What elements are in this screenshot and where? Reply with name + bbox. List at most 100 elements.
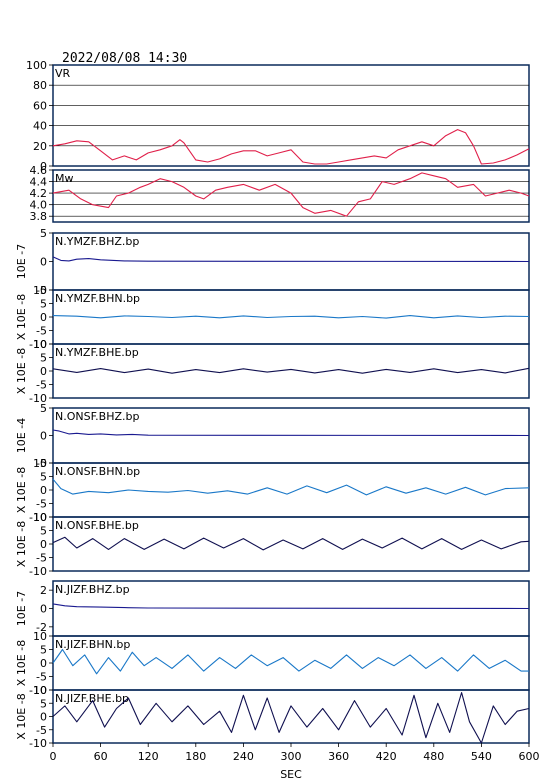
y-tick-label: -10	[29, 392, 47, 405]
x-axis-label: SEC	[280, 768, 302, 781]
y-tick-label: 2	[40, 584, 47, 597]
y-tick-label: 5	[40, 697, 47, 710]
y-tick-label: 0	[40, 160, 47, 173]
y-tick-label: -5	[36, 325, 47, 338]
x-tick-label: 0	[50, 750, 57, 763]
y-tick-label: 0	[40, 256, 47, 269]
panel-scale-label: X 10E -8	[15, 348, 28, 394]
x-tick-label: 240	[233, 750, 254, 763]
y-tick-label: 10	[33, 457, 47, 470]
y-tick-label: 4.2	[30, 187, 48, 200]
y-tick-label: 4.6	[30, 164, 48, 177]
y-tick-label: 0	[40, 311, 47, 324]
trace-line	[52, 692, 530, 744]
trace-line	[52, 172, 530, 217]
y-tick-label: 20	[33, 140, 47, 153]
y-tick-label: -10	[29, 338, 47, 351]
x-tick-label: 600	[519, 750, 540, 763]
panel-0: 0 20 40 60 80 100 VR	[26, 59, 530, 173]
y-tick-label: 3.8	[30, 210, 48, 223]
panel-label: N.YMZF.BHN.bp	[55, 292, 140, 305]
x-tick-label: 120	[138, 750, 159, 763]
y-tick-label: 5	[40, 644, 47, 657]
y-tick-label: -5	[36, 457, 47, 470]
panel-label: N.ONSF.BHE.bp	[55, 519, 139, 532]
panel-frame	[52, 64, 530, 167]
chart-timestamp-title: 2022/08/08 14:30	[62, 51, 187, 66]
trace-line	[52, 367, 530, 374]
panel-label: N.JIZF.BHN.bp	[55, 638, 130, 651]
y-tick-label: -10	[29, 684, 47, 697]
panel-scale-label: X 10E -8	[15, 521, 28, 567]
y-tick-label: -10	[29, 737, 47, 750]
y-tick-label: -5	[36, 379, 47, 392]
y-tick-label: 10	[33, 630, 47, 643]
trace-line	[52, 129, 530, 165]
y-tick-label: 0	[40, 603, 47, 616]
y-tick-label: 5	[40, 298, 47, 311]
y-tick-label: 100	[26, 59, 47, 72]
panel-label: N.ONSF.BHZ.bp	[55, 410, 139, 423]
x-tick-label: 60	[94, 750, 108, 763]
x-axis: 0 60 120 180 240 300 360 420 480 540 600	[50, 743, 540, 763]
panel-scale-label: 10E -7	[15, 591, 28, 626]
trace-line	[52, 429, 530, 437]
y-tick-label: -10	[29, 565, 47, 578]
panel-label: N.JIZF.BHE.bp	[55, 692, 129, 705]
y-tick-label: 0	[40, 711, 47, 724]
x-tick-label: 360	[328, 750, 349, 763]
trace-line	[52, 256, 530, 263]
panel-frame	[52, 169, 530, 223]
panel-label: Mw	[55, 172, 74, 185]
y-tick-label: 10	[33, 684, 47, 697]
y-tick-label: 10	[33, 511, 47, 524]
x-tick-label: 480	[423, 750, 444, 763]
y-tick-label: 0	[40, 657, 47, 670]
x-tick-label: 540	[471, 750, 492, 763]
y-tick-label: 5	[40, 471, 47, 484]
panel-label: N.JIZF.BHZ.bp	[55, 583, 130, 596]
panel-label: N.YMZF.BHE.bp	[55, 346, 139, 359]
trace-line	[52, 603, 530, 610]
y-tick-label: -5	[36, 498, 47, 511]
panel-scale-label: 10E -7	[15, 244, 28, 279]
trace-line	[52, 536, 530, 551]
y-tick-label: 10	[33, 284, 47, 297]
panel-5: -5 0 5 N.ONSF.BHZ.bp 10E -4	[15, 402, 530, 470]
y-tick-label: 5	[40, 352, 47, 365]
trace-line	[52, 315, 530, 319]
panels-group: 020406080100VR3.84.04.24.44.6Mw-505N.YMZ…	[15, 59, 530, 750]
y-tick-label: -5	[36, 552, 47, 565]
panel-label: N.ONSF.BHN.bp	[55, 465, 140, 478]
y-tick-label: -5	[36, 724, 47, 737]
panel-scale-label: X 10E -8	[15, 640, 28, 686]
trace-line	[52, 648, 529, 675]
panel-8: -2 0 2 N.JIZF.BHZ.bp 10E -7	[15, 580, 530, 637]
y-tick-label: 5	[40, 402, 47, 415]
y-tick-label: 4.0	[30, 199, 48, 212]
y-tick-label: 80	[33, 79, 47, 92]
y-tick-label: 0	[40, 484, 47, 497]
panel-1: 3.84.04.24.44.6 Mw	[30, 164, 530, 223]
panel-label: VR	[55, 67, 71, 80]
x-tick-label: 300	[281, 750, 302, 763]
y-tick-label: 5	[40, 525, 47, 538]
x-tick-label: 180	[185, 750, 206, 763]
panel-scale-label: X 10E -8	[15, 294, 28, 340]
y-tick-label: 0	[40, 538, 47, 551]
y-tick-label: 10	[33, 338, 47, 351]
y-tick-label: -5	[36, 671, 47, 684]
y-tick-label: 4.4	[30, 176, 48, 189]
y-tick-label: -2	[36, 621, 47, 634]
y-tick-label: 0	[40, 430, 47, 443]
x-tick-label: 420	[376, 750, 397, 763]
panel-scale-label: X 10E -8	[15, 467, 28, 513]
panel-scale-label: X 10E -8	[15, 693, 28, 739]
